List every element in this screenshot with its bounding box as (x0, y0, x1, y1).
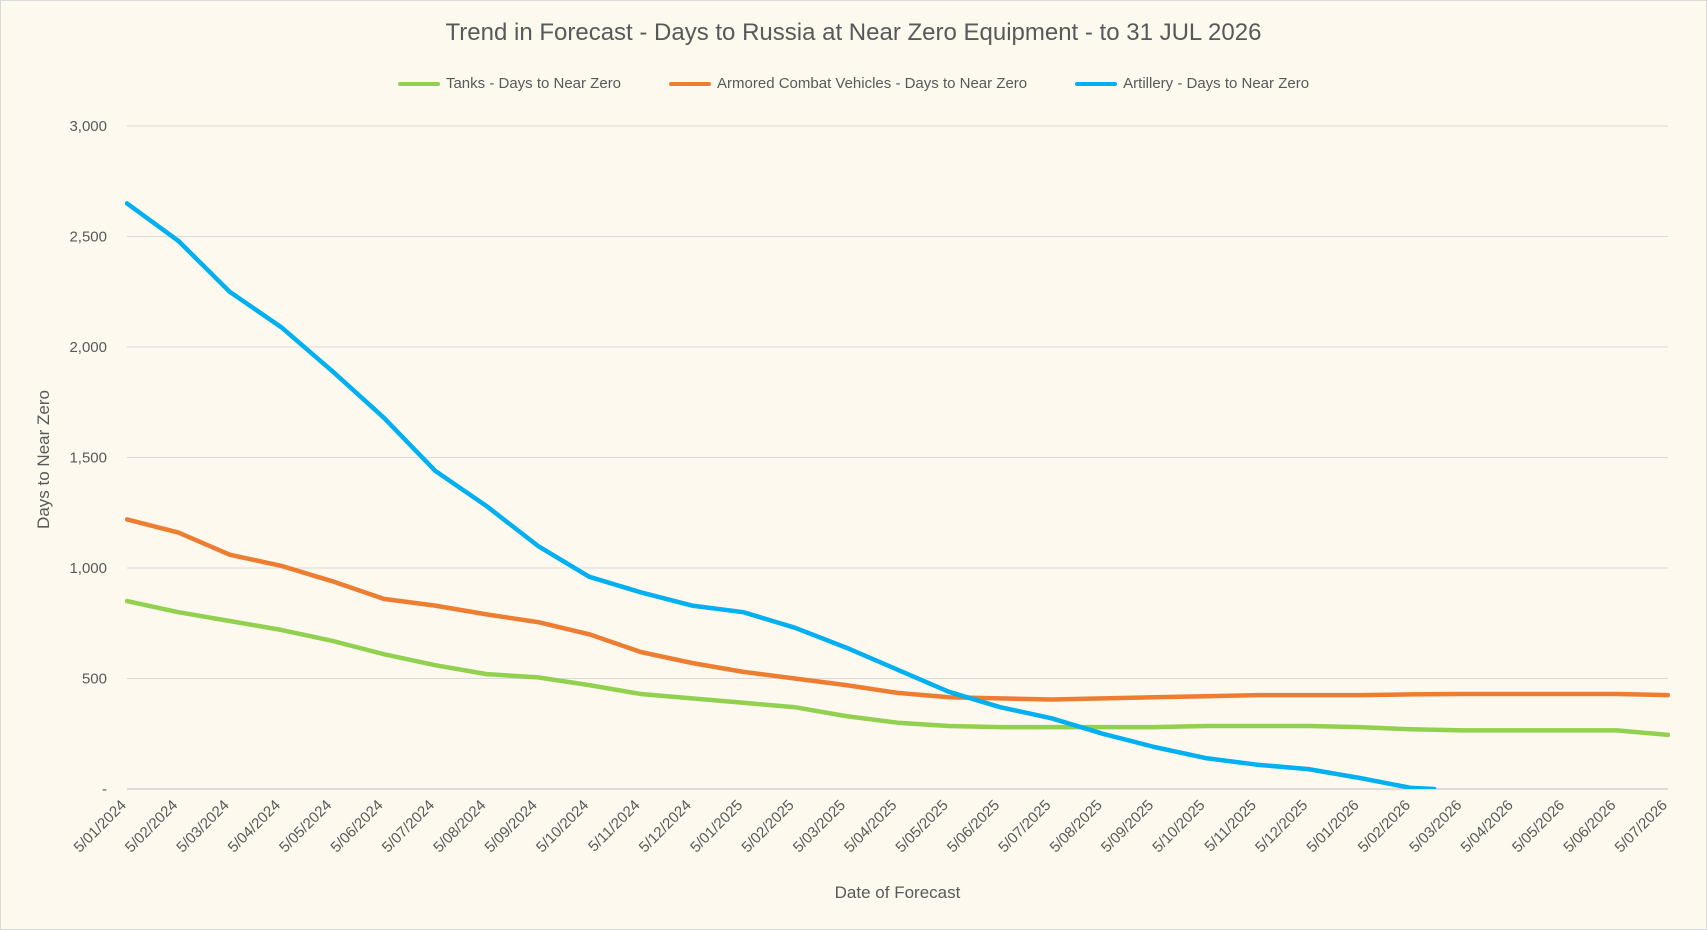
x-tick-label: 5/04/2025 (841, 797, 900, 856)
x-tick-label: 5/01/2025 (687, 797, 746, 856)
x-tick-label: 5/12/2024 (636, 797, 695, 856)
chart-title: Trend in Forecast - Days to Russia at Ne… (445, 19, 1262, 46)
x-tick-label: 5/11/2024 (585, 797, 643, 855)
x-tick-label: 5/04/2024 (225, 797, 284, 856)
x-tick-label: 5/02/2026 (1355, 797, 1414, 856)
x-tick-label: 5/05/2026 (1509, 797, 1568, 856)
legend-item-armored-combat-vehicles[interactable]: Armored Combat Vehicles - Days to Near Z… (669, 75, 1027, 92)
y-tick-label: 3,000 (69, 118, 107, 135)
x-tick-label: 5/06/2024 (327, 797, 386, 856)
y-tick-label: 2,000 (69, 339, 107, 356)
x-tick-label: 5/12/2025 (1252, 797, 1311, 856)
x-tick-label: 5/03/2024 (173, 797, 232, 856)
x-tick-label: 5/01/2024 (71, 797, 130, 856)
x-tick-label: 5/03/2026 (1406, 797, 1465, 856)
legend-swatch-tanks (397, 81, 440, 86)
x-tick-label: 5/06/2025 (944, 797, 1003, 856)
y-tick-label: 2,500 (69, 229, 107, 246)
x-tick-label: 5/09/2025 (1098, 797, 1157, 856)
x-tick-label: 5/07/2026 (1612, 797, 1671, 856)
legend-label-tanks: Tanks - Days to Near Zero (445, 75, 622, 92)
legend: Tanks - Days to Near Zero Armored Combat… (1, 75, 1706, 92)
x-tick-label: 5/07/2024 (379, 797, 438, 856)
x-tick-label: 5/05/2025 (892, 797, 951, 856)
x-tick-label: 5/11/2025 (1201, 797, 1259, 855)
x-tick-label: 5/09/2024 (482, 797, 541, 856)
x-tick-label: 5/03/2025 (790, 797, 849, 856)
series-line-tanks (125, 598, 1670, 738)
x-tick-label: 5/02/2025 (738, 797, 797, 856)
x-tick-label: 5/02/2024 (122, 797, 181, 856)
legend-label-artillery: Artillery - Days to Near Zero (1123, 75, 1310, 92)
x-tick-label: 5/08/2025 (1047, 797, 1106, 856)
y-tick-label: 1,000 (69, 560, 107, 577)
x-tick-label: 5/01/2026 (1303, 797, 1362, 856)
x-tick-label: 5/10/2025 (1149, 797, 1208, 856)
series-line-armored-combat-vehicles (125, 517, 1670, 702)
x-tick-label: 5/04/2026 (1458, 797, 1517, 856)
x-tick-label: 5/10/2024 (533, 797, 592, 856)
x-tick-label: 5/06/2026 (1560, 797, 1619, 856)
x-tick-label: 5/07/2025 (995, 797, 1054, 856)
legend-swatch-artillery (1075, 81, 1118, 86)
series-line-artillery (125, 201, 1437, 789)
y-tick-label: 500 (82, 671, 107, 688)
y-tick-label: 1,500 (69, 450, 107, 467)
y-tick-label: - (102, 781, 107, 798)
legend-swatch-armored-combat-vehicles (669, 81, 712, 86)
x-tick-label: 5/08/2024 (430, 797, 489, 856)
legend-label-armored-combat-vehicles: Armored Combat Vehicles - Days to Near Z… (717, 75, 1028, 92)
y-axis-title: Days to Near Zero (34, 390, 53, 529)
x-tick-label: 5/05/2024 (276, 797, 335, 856)
legend-item-tanks[interactable]: Tanks - Days to Near Zero (397, 75, 622, 92)
legend-item-artillery[interactable]: Artillery - Days to Near Zero (1075, 75, 1309, 92)
x-axis-title: Date of Forecast (835, 883, 961, 902)
